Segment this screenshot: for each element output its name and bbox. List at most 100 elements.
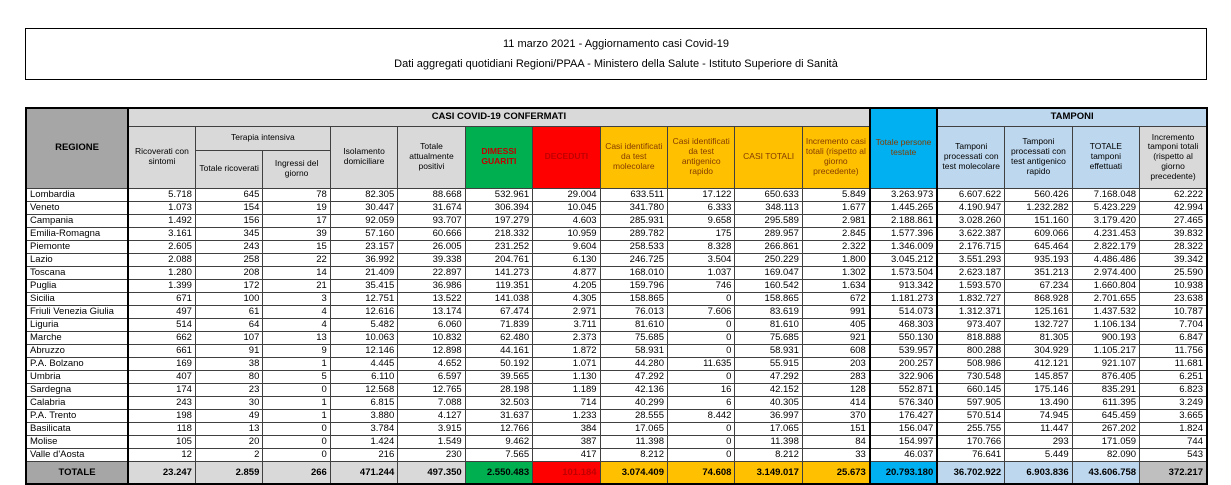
region-name: Lazio (25, 252, 129, 267)
value-cell: 91 (194, 343, 264, 358)
value-cell: 47.292 (599, 369, 669, 384)
value-cell: 552.871 (868, 382, 939, 397)
value-cell: 4.652 (397, 356, 466, 371)
col-header-dimessi-guariti: DIMESSI GUARITI (464, 125, 534, 189)
value-cell: 250.229 (734, 252, 803, 267)
value-cell: 258.533 (599, 239, 669, 254)
total-cell: 3.074.409 (599, 460, 669, 484)
value-cell: 42.994 (1139, 200, 1208, 215)
value-cell: 3.161 (127, 226, 196, 241)
value-cell: 128 (801, 382, 871, 397)
value-cell: 230 (397, 447, 466, 462)
value-cell: 289.782 (599, 226, 669, 241)
value-cell: 370 (801, 408, 871, 423)
value-cell: 6.110 (329, 369, 399, 384)
value-cell: 55.915 (734, 356, 803, 371)
value-cell: 1.189 (532, 382, 601, 397)
value-cell: 1.800 (801, 252, 871, 267)
value-cell: 6.130 (532, 252, 601, 267)
value-cell: 608 (801, 343, 871, 358)
value-cell: 921.107 (1071, 356, 1141, 371)
value-cell: 12.765 (397, 382, 466, 397)
value-cell: 1.660.804 (1071, 278, 1141, 293)
value-cell: 1.073 (127, 200, 196, 215)
report-subtitle: Dati aggregati quotidiani Regioni/PPAA -… (394, 58, 838, 71)
value-cell: 151.160 (1004, 213, 1073, 228)
value-cell: 1.437.532 (1071, 304, 1141, 319)
region-name: Molise (25, 434, 129, 449)
value-cell: 159.796 (599, 278, 669, 293)
value-cell: 4.305 (532, 291, 601, 306)
value-cell: 2.974.400 (1071, 265, 1141, 280)
value-cell: 10.832 (397, 330, 466, 345)
value-cell: 218.332 (464, 226, 534, 241)
value-cell: 3.665 (1139, 408, 1208, 423)
value-cell: 13.174 (397, 304, 466, 319)
value-cell: 935.193 (1004, 252, 1073, 267)
region-name: Emilia-Romagna (25, 226, 129, 241)
total-cell: 372.217 (1139, 460, 1208, 484)
table-row: Umbria 407 80 5 6.110 6.597 39.565 1.130 47.292 0… (25, 369, 1208, 384)
value-cell: 1.872 (532, 343, 601, 358)
value-cell: 921 (801, 330, 871, 345)
region-name: Umbria (25, 369, 129, 384)
region-name: Calabria (25, 395, 129, 410)
value-cell: 3.784 (329, 421, 399, 436)
table-row: Valle d'Aosta 12 2 0 216 230 7.565 417 8.212 0 8.2… (25, 447, 1208, 462)
table-row: Piemonte 2.605 243 15 23.157 26.005 231.252 9.6… (25, 239, 1208, 254)
value-cell: 243 (194, 239, 264, 254)
table-row: Marche 662 107 13 10.063 10.832 62.480 2.373 75.… (25, 330, 1208, 345)
value-cell: 11.635 (666, 356, 736, 371)
value-cell: 30.447 (329, 200, 399, 215)
value-cell: 15 (262, 239, 331, 254)
value-cell: 36.997 (734, 408, 803, 423)
col-header-incremento-tamponi: Incremento tamponi totali (rispetto al g… (1139, 125, 1208, 189)
region-name: Puglia (25, 278, 129, 293)
value-cell: 31.637 (464, 408, 534, 423)
value-cell: 6.333 (666, 200, 736, 215)
value-cell: 2.701.655 (1071, 291, 1141, 306)
value-cell: 12.616 (329, 304, 399, 319)
value-cell: 28.555 (599, 408, 669, 423)
col-header-ingressi-giorno: Ingressi del giorno (262, 149, 331, 189)
value-cell: 57.160 (329, 226, 399, 241)
value-cell: 3.045.212 (868, 252, 939, 267)
table-row: P.A. Trento 198 49 1 3.880 4.127 31.637 1.233 28… (25, 408, 1208, 423)
value-cell: 3 (262, 291, 331, 306)
total-cell: 36.702.922 (936, 460, 1006, 484)
value-cell: 132.727 (1004, 317, 1073, 332)
total-cell-casi-totali: 3.149.017 (734, 460, 803, 484)
table-row: Calabria 243 30 1 6.815 7.088 32.503 714 40.299 6… (25, 395, 1208, 410)
value-cell: 322.906 (868, 369, 939, 384)
value-cell: 2.373 (532, 330, 601, 345)
value-cell: 8.442 (666, 408, 736, 423)
value-cell: 75.685 (599, 330, 669, 345)
value-cell: 0 (262, 447, 331, 462)
value-cell: 30 (194, 395, 264, 410)
value-cell: 1 (262, 395, 331, 410)
value-cell: 0 (666, 421, 736, 436)
col-header-deceduti: DECEDUTI (532, 125, 601, 189)
value-cell: 2.088 (127, 252, 196, 267)
value-cell: 7.704 (1139, 317, 1208, 332)
value-cell: 7.168.048 (1071, 187, 1141, 202)
value-cell: 1.106.134 (1071, 317, 1141, 332)
value-cell: 75.685 (734, 330, 803, 345)
value-cell: 1.130 (532, 369, 601, 384)
value-cell: 6.060 (397, 317, 466, 332)
total-cell: 266 (262, 460, 331, 484)
value-cell: 175.146 (1004, 382, 1073, 397)
value-cell: 2.176.715 (936, 239, 1006, 254)
value-cell: 341.780 (599, 200, 669, 215)
col-header-regione: REGIONE (25, 107, 129, 189)
value-cell: 28.322 (1139, 239, 1208, 254)
value-cell: 550.130 (868, 330, 939, 345)
value-cell: 4.190.947 (936, 200, 1006, 215)
value-cell: 868.928 (1004, 291, 1073, 306)
value-cell: 818.888 (936, 330, 1006, 345)
value-cell: 88.668 (397, 187, 466, 202)
value-cell: 3.711 (532, 317, 601, 332)
value-cell: 198 (127, 408, 196, 423)
value-cell: 0 (262, 421, 331, 436)
value-cell: 1.424 (329, 434, 399, 449)
